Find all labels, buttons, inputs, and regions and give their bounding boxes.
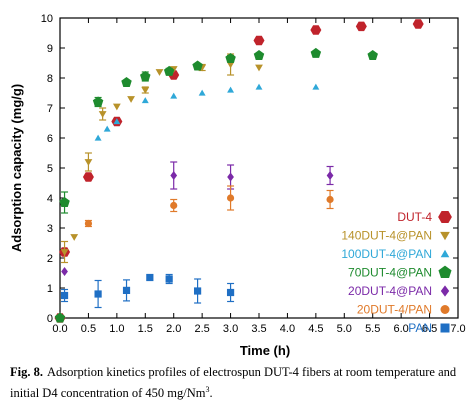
- data-point-dut-4: [253, 35, 265, 46]
- x-tick-label: 5.5: [365, 323, 380, 335]
- data-point-140dut-4-pan: [70, 234, 79, 241]
- legend-marker-20dut-4-pan: [440, 305, 450, 314]
- x-tick-label: 5.0: [337, 323, 352, 335]
- data-point-pan: [146, 273, 154, 282]
- data-point-dut-4: [82, 172, 94, 182]
- caption-text: Adsorption kinetics profiles of electros…: [10, 365, 457, 401]
- data-point-20dut-4-pan: [84, 219, 93, 228]
- data-point-140dut-4-pan: [112, 103, 121, 111]
- x-tick-label: 0.0: [52, 323, 67, 335]
- x-tick-label: 3.5: [251, 323, 266, 335]
- y-tick-label: 1: [47, 283, 53, 295]
- caption-end: .: [209, 386, 213, 401]
- data-point-pan: [122, 286, 131, 294]
- data-point-70dut-4-pan: [121, 77, 132, 87]
- legend-label-20dut-4-pan: 20DUT-4@PAN: [348, 284, 432, 298]
- data-point-70dut-4-pan: [192, 60, 203, 71]
- data-point-70dut-4-pan: [225, 53, 236, 63]
- x-tick-label: 7.0: [450, 323, 465, 335]
- data-point-pan: [94, 290, 102, 298]
- data-point-140dut-4-pan: [155, 69, 164, 76]
- data-point-20dut-4-pan: [326, 195, 334, 204]
- data-point-140dut-4-pan: [141, 87, 150, 94]
- x-tick-label: 4.0: [280, 323, 295, 335]
- adsorption-kinetics-chart: 0.0 0.5 1.0 1.5 2.0 2.5 3.0 3.5 4.0 4.5 5.0 5.5 6.0 6…: [9, 13, 466, 358]
- data-point-140dut-4-pan: [60, 249, 69, 256]
- data-point-70dut-4-pan: [140, 71, 151, 81]
- y-tick-label: 5: [47, 163, 53, 175]
- legend-marker-pan: [440, 323, 450, 333]
- legend-marker-70dut-4-pan: [438, 265, 452, 279]
- x-tick-label: 6.5: [422, 323, 437, 335]
- data-point-pan: [165, 275, 173, 283]
- data-point-20dut-4-pan: [326, 171, 334, 180]
- chart-area: 0.0 0.5 1.0 1.5 2.0 2.5 3.0 3.5 4.0 4.5 5.0 5.5 6.0 6…: [9, 13, 466, 358]
- legend-label-pan: PAN: [408, 321, 432, 335]
- legend-label-dut-4: DUT-4: [397, 210, 432, 224]
- legend-marker-140dut-4-pan: [440, 231, 450, 241]
- y-tick-label: 8: [47, 73, 53, 85]
- y-tick-label: 6: [47, 133, 53, 145]
- legend-label-100dut-4-pan: 100DUT-4@PAN: [341, 247, 432, 261]
- data-point-140dut-4-pan: [127, 96, 135, 103]
- data-point-100dut-4-pan: [227, 86, 235, 93]
- data-point-pan: [193, 287, 202, 295]
- data-point-70dut-4-pan: [92, 96, 104, 107]
- y-tick-label: 4: [47, 193, 53, 205]
- data-point-70dut-4-pan: [54, 312, 66, 323]
- x-tick-label: 1.0: [109, 323, 124, 335]
- caption-label: Fig. 8.: [10, 365, 43, 379]
- data-point-dut-4: [355, 21, 367, 32]
- data-point-100dut-4-pan: [312, 83, 320, 90]
- x-tick-label: 6.0: [393, 323, 408, 335]
- y-tick-label: 7: [47, 103, 53, 115]
- data-point-70dut-4-pan: [310, 47, 322, 58]
- y-axis-title: Adsorption capacity (mg/g): [9, 84, 24, 252]
- x-tick-label: 1.5: [138, 323, 153, 335]
- x-tick-label: 2.5: [194, 323, 209, 335]
- data-point-140dut-4-pan: [226, 61, 235, 69]
- x-tick-label: 3.0: [223, 323, 238, 335]
- data-point-pan: [60, 291, 69, 300]
- data-point-100dut-4-pan: [255, 83, 263, 90]
- data-point-70dut-4-pan: [59, 197, 70, 207]
- caption-superscript: 3: [205, 385, 210, 394]
- legend-label-20dut-4-pan: 20DUT-4/PAN: [357, 303, 432, 317]
- data-point-dut-4: [412, 19, 424, 29]
- data-point-100dut-4-pan: [94, 134, 102, 141]
- y-tick-label: 0: [47, 313, 53, 325]
- data-point-100dut-4-pan: [170, 92, 178, 99]
- data-point-70dut-4-pan: [163, 65, 175, 76]
- data-point-100dut-4-pan: [113, 118, 121, 125]
- data-point-100dut-4-pan: [198, 89, 206, 96]
- data-point-100dut-4-pan: [141, 97, 149, 104]
- data-point-70dut-4-pan: [367, 50, 378, 60]
- legend-label-140dut-4-pan: 140DUT-4@PAN: [341, 229, 432, 243]
- legend-marker-100dut-4-pan: [440, 249, 450, 258]
- data-point-70dut-4-pan: [253, 50, 265, 60]
- data-point-140dut-4-pan: [98, 111, 107, 118]
- legend-label-70dut-4-pan: 70DUT-4@PAN: [348, 266, 432, 280]
- data-point-20dut-4-pan: [61, 267, 68, 276]
- data-point-20dut-4-pan: [227, 172, 234, 182]
- data-point-pan: [226, 288, 235, 297]
- x-tick-label: 4.5: [308, 323, 323, 335]
- y-tick-label: 2: [47, 253, 53, 265]
- data-point-20dut-4-pan: [170, 171, 178, 180]
- legend-marker-20dut-4-pan: [440, 285, 450, 297]
- data-point-20dut-4-pan: [170, 201, 178, 210]
- figure-caption: Fig. 8. Adsorption kinetics profiles of e…: [10, 364, 466, 402]
- y-tick-label: 10: [41, 13, 53, 25]
- data-point-20dut-4-pan: [226, 194, 235, 202]
- legend-marker-dut-4: [438, 211, 452, 223]
- x-tick-label: 0.5: [81, 323, 96, 335]
- x-axis-title: Time (h): [240, 343, 290, 358]
- data-point-dut-4: [310, 25, 322, 35]
- y-tick-label: 3: [47, 223, 53, 235]
- data-point-140dut-4-pan: [255, 64, 263, 72]
- data-point-100dut-4-pan: [103, 125, 111, 132]
- x-tick-label: 2.0: [166, 323, 181, 335]
- y-tick-label: 9: [47, 43, 53, 55]
- data-point-140dut-4-pan: [84, 159, 93, 166]
